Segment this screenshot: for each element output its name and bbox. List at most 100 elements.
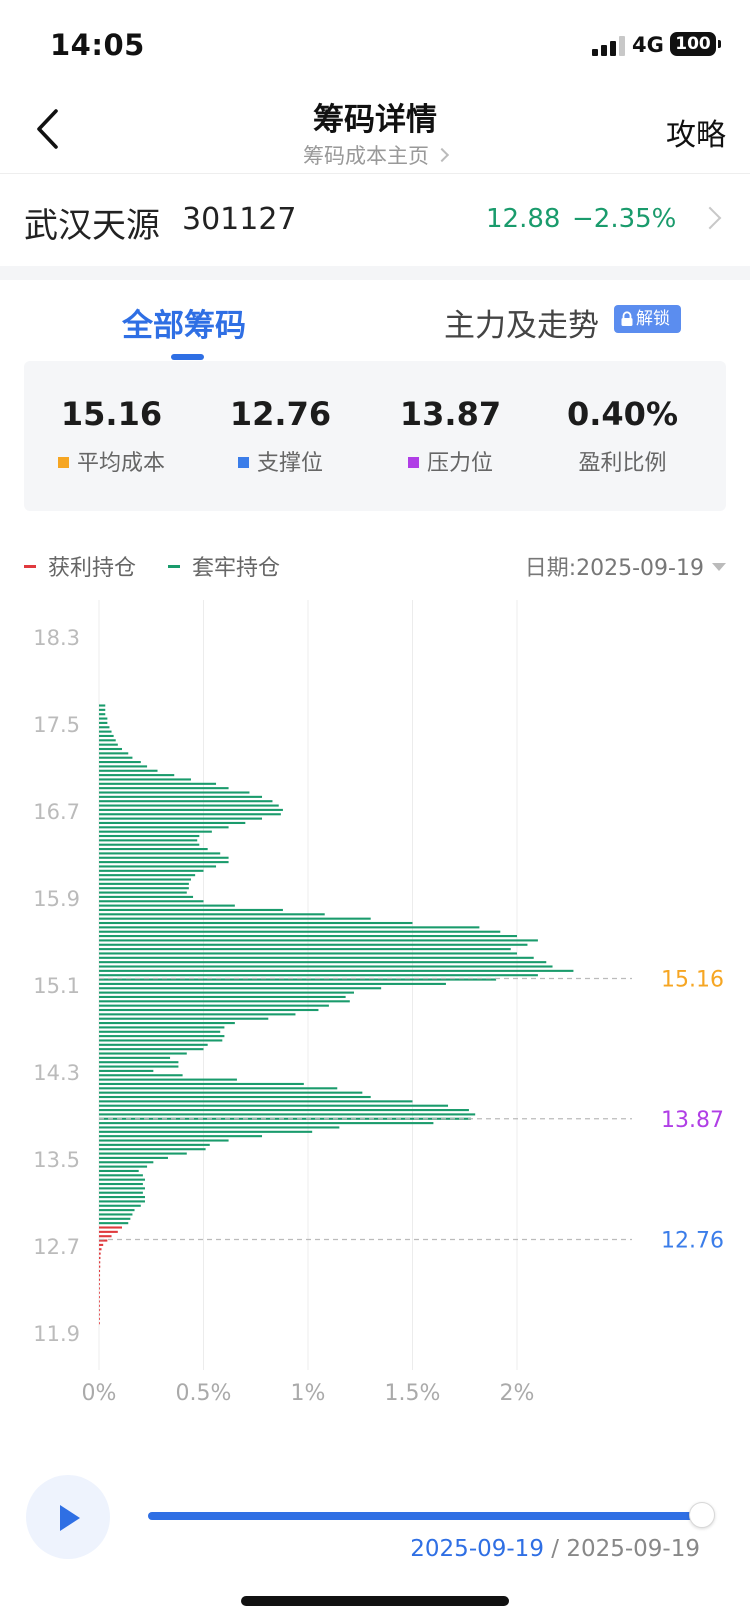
trapped-chip-bar <box>99 808 283 811</box>
tab-main-trend[interactable]: 主力及走势 <box>444 308 599 344</box>
trapped-chip-bar <box>99 913 325 916</box>
trapped-chip-bar <box>99 1109 469 1112</box>
date-picker[interactable]: 日期:2025-09-19 <box>525 550 726 582</box>
x-tick-label: 1.5% <box>385 1381 441 1406</box>
trapped-chip-bar <box>99 1013 296 1016</box>
trapped-chip-bar <box>99 765 148 768</box>
trapped-chip-bar <box>99 865 217 868</box>
trapped-chip-bar <box>99 1052 187 1055</box>
trapped-chip-bar <box>99 1104 449 1107</box>
trapped-chip-bar <box>99 734 114 738</box>
signal-icon <box>592 36 625 56</box>
trapped-chip-bar <box>99 969 574 972</box>
trapped-chip-bar <box>99 1152 187 1155</box>
trapped-chip-bar <box>99 1004 329 1007</box>
trapped-chip-bar <box>99 791 250 794</box>
profit-chip-bar <box>99 1265 101 1268</box>
trapped-chip-bar <box>99 974 538 977</box>
trapped-chip-bar <box>99 961 547 964</box>
back-arrow-icon[interactable] <box>30 104 66 154</box>
trapped-chip-bar <box>99 887 189 890</box>
profit-chip-bar <box>99 1296 100 1299</box>
strategy-link[interactable]: 攻略 <box>666 118 726 153</box>
stock-name: 武汉天源 <box>24 206 160 246</box>
trapped-chip-bar <box>99 817 263 820</box>
trapped-chip-bar <box>99 921 413 925</box>
trapped-chip-bar <box>99 730 112 733</box>
trapped-chip-bar <box>99 930 501 933</box>
legend-profit: 获利持仓 <box>24 550 136 582</box>
trapped-chip-bar <box>99 943 528 946</box>
y-tick-label: 18.3 <box>33 626 80 650</box>
trapped-chip-bar <box>99 1143 210 1146</box>
progress-knob[interactable] <box>689 1502 715 1528</box>
trapped-chip-bar <box>99 1039 223 1042</box>
trapped-chip-bar <box>99 1196 145 1199</box>
profit-chip-bar <box>99 1269 101 1273</box>
status-bar: 14:05 4G 100 <box>0 0 750 88</box>
y-tick-label: 16.7 <box>33 800 80 824</box>
play-button[interactable] <box>26 1475 110 1559</box>
profit-chip-bar <box>99 1230 118 1233</box>
trapped-chip-bar <box>99 895 194 898</box>
trapped-chip-bar <box>99 1135 263 1138</box>
stat-label: 盈利比例 <box>578 451 667 476</box>
date-range-label: 2025-09-19 / 2025-09-19 <box>410 1536 700 1562</box>
stats-panel: 15.16 平均成本 12.76 支撑位 13.87 压力位 0.40% 盈利比… <box>24 361 726 511</box>
trapped-chip-bar <box>99 1178 145 1181</box>
stat-value: 13.87 <box>399 395 502 433</box>
trapped-chip-bar <box>99 1026 225 1029</box>
reference-line-label: 15.16 <box>661 967 724 992</box>
trapped-chip-bar <box>99 1078 237 1081</box>
trapped-chip-bar <box>99 878 191 881</box>
trapped-chip-bar <box>99 1148 206 1151</box>
stock-summary-row[interactable]: 武汉天源 301127 12.88 −2.35% <box>0 174 750 266</box>
stock-code: 301127 <box>182 202 297 237</box>
trapped-chip-bar <box>99 982 446 985</box>
battery-icon: 100 <box>670 32 721 56</box>
trapped-chip-bar <box>99 935 517 938</box>
profit-chip-bar <box>99 1239 108 1242</box>
trapped-chip-bar <box>99 939 538 942</box>
legend-green-mark <box>168 564 180 568</box>
trapped-chip-bar <box>99 774 175 777</box>
unlock-badge[interactable]: 解锁 <box>614 305 681 333</box>
profit-chip-bar <box>99 1256 101 1260</box>
orange-dot-icon <box>57 456 69 468</box>
trapped-chip-bar <box>99 826 229 829</box>
trapped-chip-bar <box>99 991 354 994</box>
trapped-chip-bar <box>99 1213 133 1216</box>
trapped-chip-bar <box>99 856 229 859</box>
blue-dot-icon <box>237 456 249 468</box>
profit-chip-bar <box>99 1235 112 1238</box>
trapped-chip-bar <box>99 1022 235 1025</box>
trapped-chip-bar <box>99 1100 413 1103</box>
profit-chip-bar <box>99 1226 122 1229</box>
trapped-chip-bar <box>99 743 118 746</box>
trapped-chip-bar <box>99 952 517 955</box>
trapped-chip-bar <box>99 769 158 772</box>
trapped-chip-bar <box>99 1095 371 1099</box>
trapped-chip-bar <box>99 739 116 742</box>
trapped-chip-bar <box>99 861 229 864</box>
profit-chip-bar <box>99 1287 100 1290</box>
trapped-chip-bar <box>99 800 273 803</box>
trapped-chip-bar <box>99 1048 204 1051</box>
network-label: 4G <box>632 33 664 57</box>
cost-homepage-link[interactable]: 筹码成本主页 <box>0 140 750 170</box>
legend-trapped: 套牢持仓 <box>168 550 280 582</box>
trapped-chip-bar <box>99 761 141 764</box>
trapped-chip-bar <box>99 787 229 790</box>
stat-profit-ratio: 0.40% 盈利比例 <box>535 395 710 477</box>
date-progress-slider[interactable] <box>148 1502 715 1528</box>
reference-line-label: 13.87 <box>661 1108 724 1133</box>
trapped-chip-bar <box>99 995 346 999</box>
purple-dot-icon <box>407 456 419 468</box>
trapped-chip-bar <box>99 917 371 920</box>
trapped-chip-bar <box>99 1082 304 1086</box>
tab-all-chips[interactable]: 全部筹码 <box>122 308 246 344</box>
trapped-chip-bar <box>99 1061 179 1064</box>
profit-chip-bar <box>99 1278 101 1281</box>
trapped-chip-bar <box>99 852 221 855</box>
home-indicator <box>241 1596 509 1606</box>
